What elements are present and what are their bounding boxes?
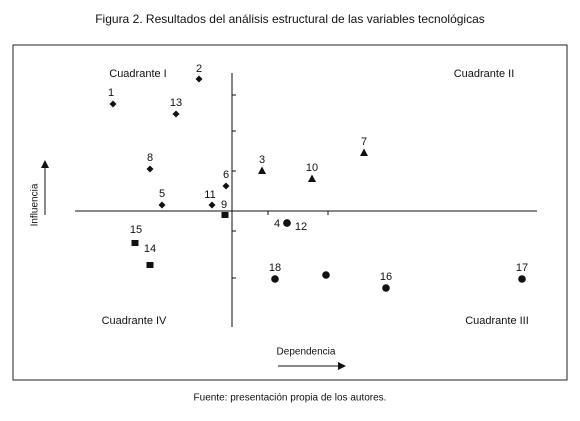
y-arrow-head — [41, 160, 49, 168]
point — [382, 284, 390, 292]
point-label: 11 — [204, 189, 215, 201]
point — [221, 212, 229, 218]
point — [146, 165, 154, 173]
point — [308, 174, 316, 182]
quadrant-label: Cuadrante III — [465, 315, 529, 327]
chart-title: Figura 2. Resultados del análisis estruc… — [95, 12, 485, 26]
point — [158, 201, 166, 209]
point-label: 7 — [361, 136, 367, 148]
point-label: 17 — [516, 262, 528, 274]
point — [208, 201, 216, 209]
point — [271, 275, 279, 283]
point — [222, 182, 230, 190]
point-label: 14 — [144, 243, 156, 255]
source-note: Fuente: presentación propia de los autor… — [194, 393, 387, 404]
point-label: 12 — [295, 221, 307, 233]
point-label: 1 — [108, 87, 114, 99]
point — [283, 219, 291, 227]
quadrant-label: Cuadrante IV — [102, 315, 167, 327]
point — [109, 100, 117, 108]
point-label: 2 — [196, 63, 202, 75]
point — [172, 110, 180, 118]
point-label: 8 — [147, 152, 153, 164]
point-label: 5 — [159, 188, 165, 200]
frame — [12, 44, 568, 381]
quadrant-label: Cuadrante I — [109, 68, 166, 80]
point-label: 15 — [130, 224, 142, 236]
point-label: 13 — [170, 97, 182, 109]
point — [322, 271, 330, 279]
point-label: 18 — [269, 262, 281, 274]
point — [258, 166, 266, 174]
point — [360, 148, 368, 156]
point-label: 10 — [306, 162, 318, 174]
point — [131, 240, 139, 246]
x-axis-title: Dependencia — [277, 347, 336, 358]
point-label: 9 — [221, 199, 227, 211]
point — [146, 262, 154, 268]
point-label: 4 — [274, 218, 280, 230]
point — [518, 275, 526, 283]
point-label: 6 — [223, 169, 229, 181]
y-axis-title: Influencia — [30, 183, 41, 226]
point — [195, 75, 203, 83]
x-arrow-head — [338, 362, 346, 370]
point-label: 3 — [259, 154, 265, 166]
point-label: 16 — [380, 271, 392, 283]
quadrant-label: Cuadrante II — [454, 68, 515, 80]
